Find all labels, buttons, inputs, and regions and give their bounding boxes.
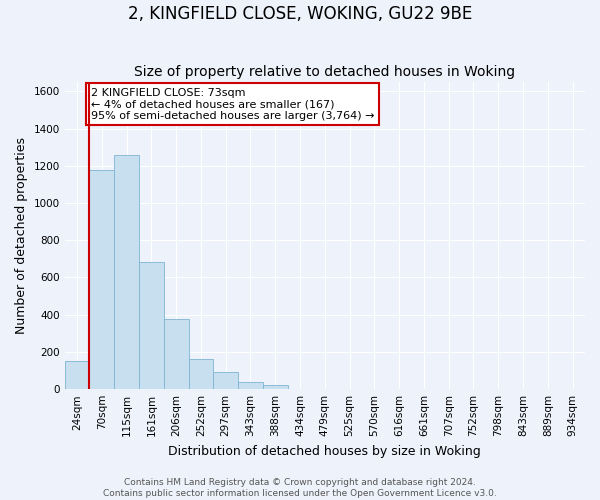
Bar: [65, 362, 89, 389]
Bar: [263, 385, 287, 389]
Bar: [139, 262, 164, 389]
Bar: [89, 170, 114, 389]
Bar: [188, 360, 214, 389]
Title: Size of property relative to detached houses in Woking: Size of property relative to detached ho…: [134, 66, 515, 80]
Bar: [214, 372, 238, 389]
X-axis label: Distribution of detached houses by size in Woking: Distribution of detached houses by size …: [169, 444, 481, 458]
Y-axis label: Number of detached properties: Number of detached properties: [15, 137, 28, 334]
Bar: [238, 382, 263, 389]
Text: Contains HM Land Registry data © Crown copyright and database right 2024.
Contai: Contains HM Land Registry data © Crown c…: [103, 478, 497, 498]
Text: 2 KINGFIELD CLOSE: 73sqm
← 4% of detached houses are smaller (167)
95% of semi-d: 2 KINGFIELD CLOSE: 73sqm ← 4% of detache…: [91, 88, 374, 121]
Bar: [164, 320, 188, 389]
Bar: [114, 154, 139, 389]
Text: 2, KINGFIELD CLOSE, WOKING, GU22 9BE: 2, KINGFIELD CLOSE, WOKING, GU22 9BE: [128, 5, 472, 23]
